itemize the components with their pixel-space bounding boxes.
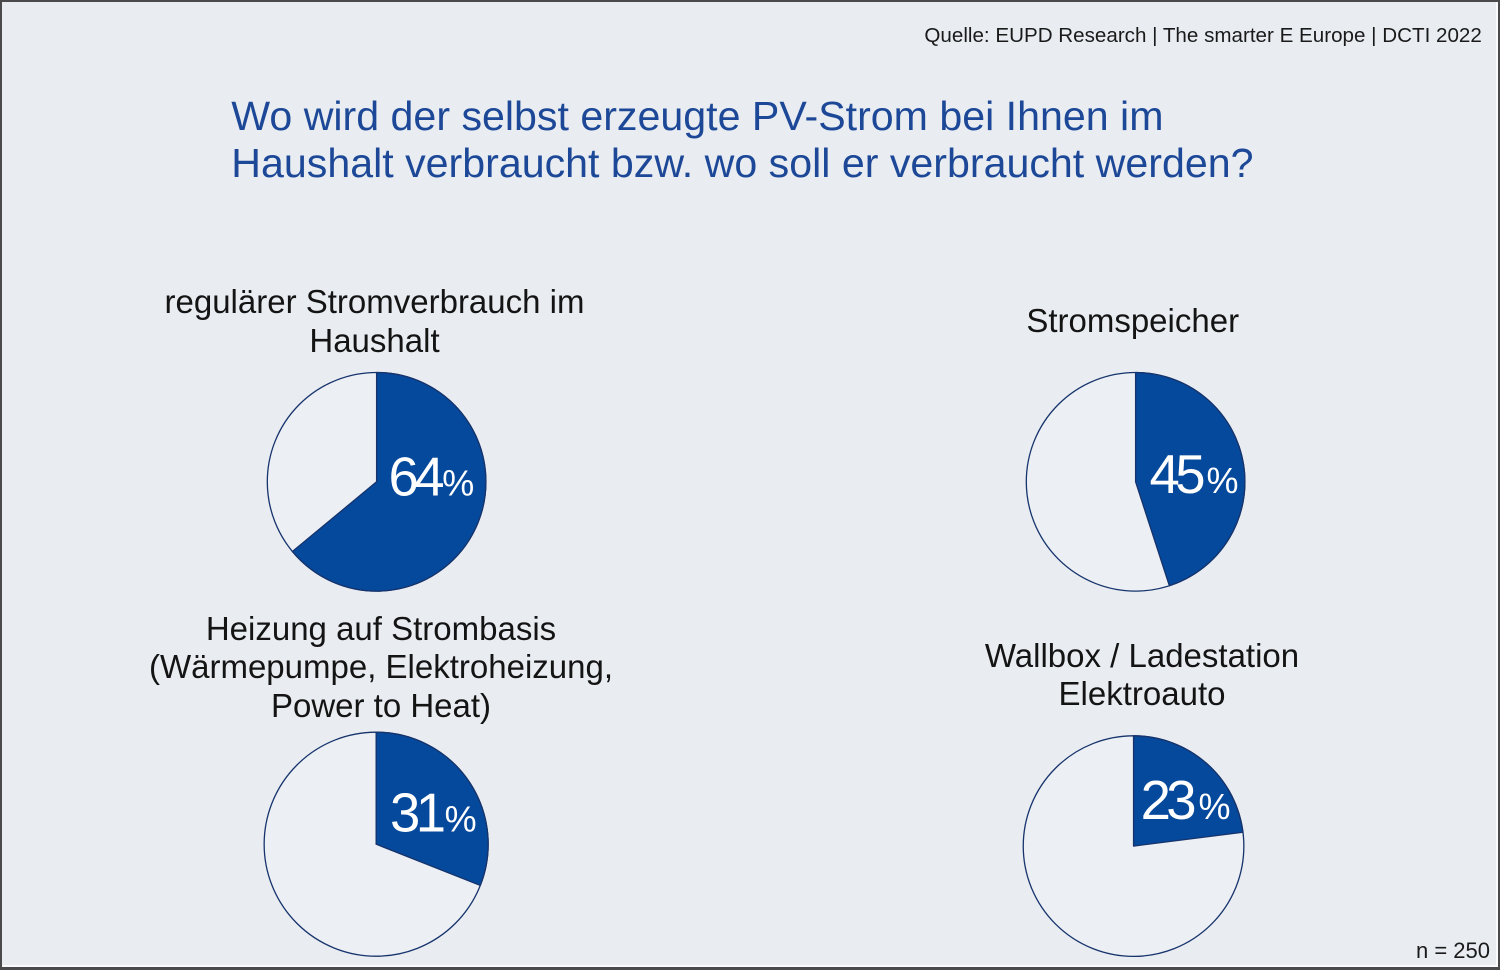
svg-text:31: 31 — [390, 783, 446, 844]
svg-text:%: % — [1199, 786, 1231, 827]
svg-text:%: % — [1207, 460, 1239, 501]
svg-text:%: % — [445, 799, 477, 840]
svg-text:64: 64 — [389, 447, 445, 508]
svg-text:23: 23 — [1141, 770, 1197, 831]
svg-text:%: % — [442, 463, 474, 504]
svg-text:45: 45 — [1150, 444, 1206, 505]
